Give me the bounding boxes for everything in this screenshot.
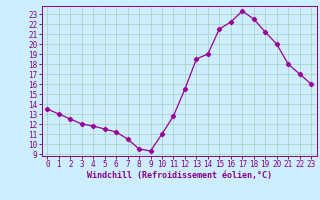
X-axis label: Windchill (Refroidissement éolien,°C): Windchill (Refroidissement éolien,°C) [87, 171, 272, 180]
